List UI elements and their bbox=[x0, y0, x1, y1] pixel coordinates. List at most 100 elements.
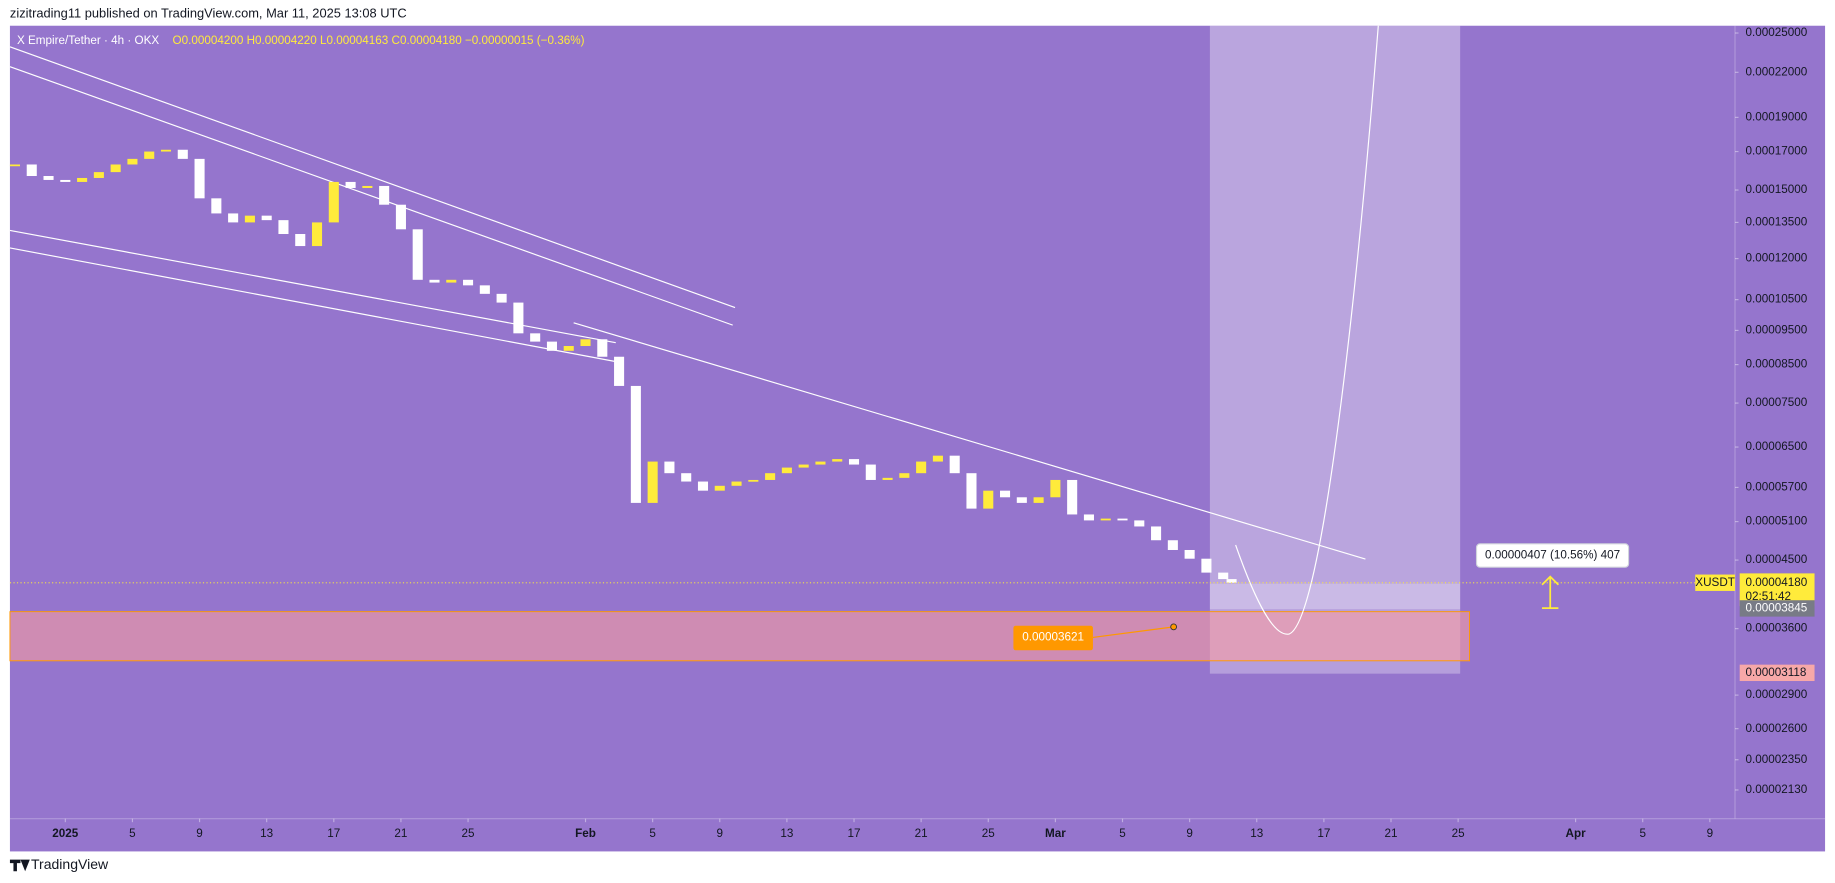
candle bbox=[1050, 479, 1061, 498]
y-tick-label: 0.00012000 bbox=[1746, 252, 1808, 265]
measure-arrow bbox=[1541, 575, 1560, 610]
candle bbox=[194, 158, 205, 199]
candle bbox=[966, 473, 977, 509]
candle bbox=[345, 181, 356, 188]
projection-zone bbox=[1209, 25, 1461, 584]
y-tick-label: 0.00022000 bbox=[1746, 65, 1808, 78]
candle bbox=[1100, 518, 1111, 521]
candle bbox=[311, 222, 323, 247]
candle bbox=[630, 385, 641, 503]
projection-curve bbox=[1235, 25, 1379, 635]
candle bbox=[664, 461, 675, 474]
footer: TradingView bbox=[31, 856, 109, 872]
candle bbox=[697, 481, 709, 491]
x-tick-label: 25 bbox=[982, 827, 996, 840]
candle bbox=[1033, 497, 1044, 503]
candle bbox=[1117, 518, 1128, 521]
annotation-label: 0.00003621 bbox=[1022, 630, 1084, 643]
ohlc: O0.00004200 H0.00004220 L0.00004163 C0.0… bbox=[173, 34, 585, 47]
candle bbox=[446, 279, 457, 283]
candle bbox=[278, 220, 289, 235]
x-tick-label: Mar bbox=[1045, 827, 1066, 840]
candle bbox=[1226, 579, 1237, 583]
y-tick-label: 0.00005700 bbox=[1746, 481, 1808, 494]
candle bbox=[211, 198, 222, 214]
candle bbox=[832, 459, 843, 462]
candle bbox=[563, 346, 574, 351]
candle bbox=[1218, 572, 1229, 580]
x-tick-label: 9 bbox=[1707, 827, 1714, 840]
x-tick-label: Feb bbox=[575, 827, 596, 840]
x-tick-label: 21 bbox=[915, 827, 928, 840]
candle bbox=[1016, 497, 1027, 503]
trend-line bbox=[9, 247, 615, 362]
support-zone bbox=[9, 611, 1470, 662]
candle bbox=[899, 473, 910, 478]
x-tick-label: 5 bbox=[1639, 827, 1646, 840]
measure-box bbox=[1475, 543, 1630, 568]
y-tick-label: 0.00010500 bbox=[1746, 293, 1808, 306]
candle bbox=[26, 164, 37, 177]
candle bbox=[546, 341, 557, 351]
logo bbox=[9, 859, 30, 872]
y-tick-label: 0.00004500 bbox=[1746, 553, 1808, 566]
candle bbox=[1151, 526, 1162, 541]
candle bbox=[865, 464, 876, 480]
x-tick-label: 5 bbox=[649, 827, 656, 840]
candle bbox=[9, 164, 21, 167]
candle bbox=[395, 204, 406, 230]
candle bbox=[580, 339, 591, 347]
level-label: 0.00003845 bbox=[1746, 602, 1808, 615]
candle bbox=[681, 473, 692, 482]
candle bbox=[244, 215, 255, 223]
candle bbox=[1201, 558, 1212, 573]
candle bbox=[983, 490, 994, 509]
candle bbox=[882, 477, 893, 480]
annotation-box bbox=[1013, 625, 1093, 651]
x-tick-label: 17 bbox=[327, 827, 340, 840]
candle bbox=[412, 229, 423, 280]
candle bbox=[614, 356, 625, 386]
y-tick-label: 0.00015000 bbox=[1746, 183, 1808, 196]
y-tick-label: 0.00008500 bbox=[1746, 358, 1808, 371]
candle bbox=[513, 302, 524, 334]
trend-line bbox=[9, 66, 733, 326]
y-tick-label: 0.00002900 bbox=[1746, 688, 1808, 701]
candle bbox=[815, 461, 826, 465]
candle bbox=[463, 279, 474, 286]
candle bbox=[60, 179, 71, 182]
candle bbox=[714, 485, 725, 491]
candle bbox=[144, 151, 155, 159]
x-tick-label: 5 bbox=[1119, 827, 1126, 840]
candle bbox=[765, 473, 776, 480]
candle bbox=[1000, 490, 1011, 498]
candle bbox=[597, 339, 608, 357]
candle bbox=[77, 177, 88, 182]
candle bbox=[781, 467, 792, 474]
x-tick-label: 9 bbox=[1186, 827, 1193, 840]
countdown: 02:51:42 bbox=[1746, 590, 1792, 603]
symbol: X Empire/Tether · 4h · OKX bbox=[17, 34, 159, 47]
x-tick-label: 13 bbox=[260, 827, 273, 840]
candle bbox=[429, 279, 440, 283]
candle bbox=[261, 215, 272, 221]
x-tick-label: 17 bbox=[1317, 827, 1330, 840]
x-tick-label: 25 bbox=[1452, 827, 1466, 840]
candle bbox=[731, 481, 742, 486]
candle bbox=[932, 455, 943, 462]
candle bbox=[379, 185, 390, 205]
header: zizitrading11 published on TradingView.c… bbox=[10, 5, 407, 20]
y-tick-label: 0.00003600 bbox=[1746, 622, 1808, 635]
x-tick-label: 21 bbox=[394, 827, 407, 840]
candle bbox=[798, 464, 809, 468]
y-tick-label: 0.00013500 bbox=[1746, 216, 1808, 229]
candle bbox=[328, 181, 339, 223]
last-price-label: 0.00004180 bbox=[1746, 576, 1808, 589]
drawings: 0.00000407 (10.56%) 407 0.00003621 bbox=[9, 25, 1630, 674]
candle bbox=[1184, 549, 1195, 559]
annotation-line bbox=[1092, 626, 1174, 638]
candle bbox=[127, 158, 138, 165]
x-tick-label: 21 bbox=[1384, 827, 1397, 840]
symbol-tag-box bbox=[1695, 574, 1736, 591]
